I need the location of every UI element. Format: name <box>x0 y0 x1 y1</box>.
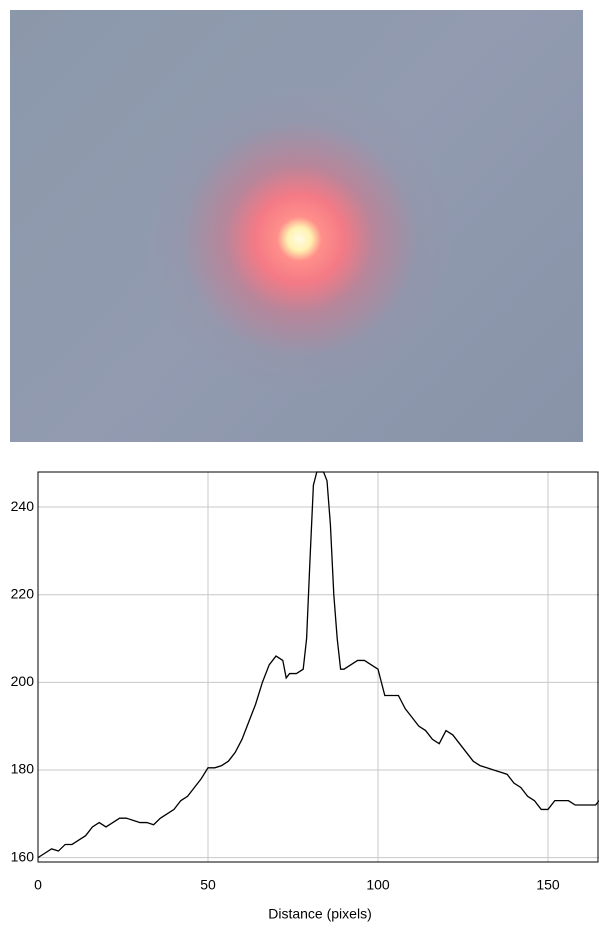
chart: Distance (pixels) 160 180 200 220 240 0 50 100 1… <box>0 450 599 929</box>
x-tick-label: 150 <box>536 877 560 893</box>
x-tick-label: 100 <box>366 877 390 893</box>
plot-frame <box>38 472 598 862</box>
laser-photo <box>10 10 583 442</box>
y-tick-label: 160 <box>11 848 35 864</box>
y-tick-label: 180 <box>11 761 35 777</box>
y-tick-label: 220 <box>11 585 35 601</box>
x-tick-label: 50 <box>200 877 216 893</box>
page: Distance (pixels) 160 180 200 220 240 0 50 100 1… <box>0 0 599 929</box>
y-tick-label: 240 <box>11 498 35 514</box>
x-axis-title: Distance (pixels) <box>268 906 371 922</box>
x-tick-label: 0 <box>34 877 42 893</box>
y-tick-label: 200 <box>11 673 35 689</box>
data-line <box>38 472 599 858</box>
